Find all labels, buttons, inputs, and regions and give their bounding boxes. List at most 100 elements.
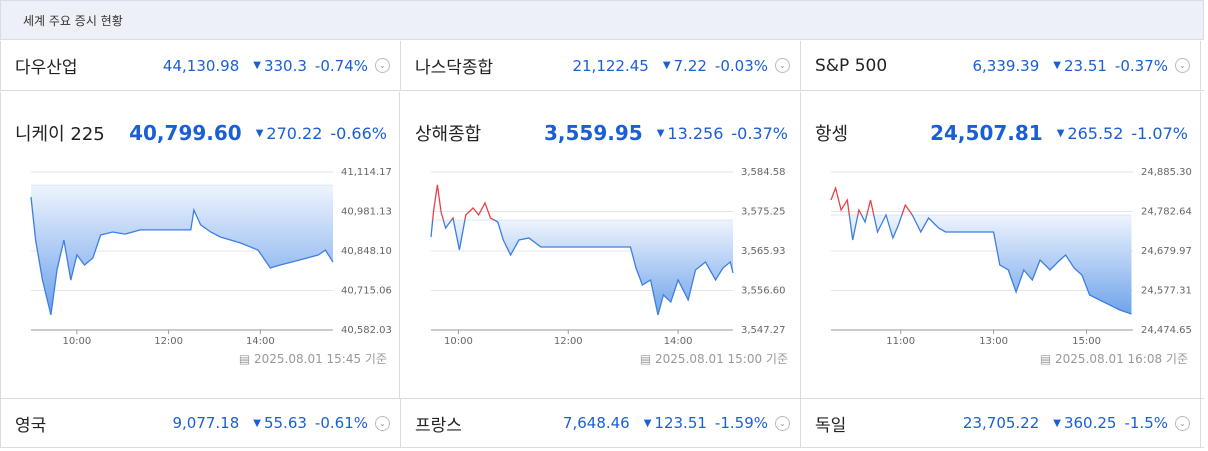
index-change-pct: -0.37%: [731, 123, 788, 143]
index-value: 23,705.22: [962, 414, 1040, 432]
price-line: [830, 185, 1132, 315]
y-tick-label: 40,981.13: [341, 207, 392, 218]
index-panel: 항셍 24,507.81 ▼ 265.52 -1.07% ▤ 2025.08.01 16:…: [801, 92, 1201, 398]
index-value: 6,339.39: [972, 56, 1040, 75]
y-tick-label: 40,848.10: [341, 246, 392, 257]
index-name: 니케이 225: [15, 124, 105, 145]
index-name: 프랑스: [415, 415, 462, 436]
update-time-text: 2025.08.01 15:00 기준: [655, 352, 788, 366]
index-change: 330.3: [263, 56, 307, 75]
y-tick-label: 41,114.17: [341, 167, 392, 178]
area: [431, 220, 733, 315]
top-row: 다우산업 44,130.98 ▼ 330.3 -0.74% ⌄ 나스닥종합 21,122.45…: [0, 41, 1204, 91]
y-tick-label: 24,782.64: [1141, 206, 1192, 217]
expand-button[interactable]: ⌄: [775, 415, 790, 431]
y-tick-label: 24,679.97: [1141, 246, 1192, 257]
index-change-pct: -0.66%: [330, 123, 387, 143]
panel-header: 니케이 225 40,799.60 ▼ 270.22 -0.66%: [15, 120, 387, 146]
chart: 3,547.27 3,556.60 3,565.93 3,575.25 3,584.58…: [430, 167, 786, 347]
index-name: 상해종합: [415, 124, 482, 145]
y-tick-label: 40,715.06: [341, 286, 392, 297]
index-change: 7.22: [673, 56, 707, 75]
y-tick-label: 24,474.65: [1141, 325, 1192, 336]
y-tick-label: 3,556.60: [741, 285, 786, 296]
index-name: 독일: [815, 415, 847, 436]
index-change-pct: -1.07%: [1131, 123, 1188, 143]
header: 세계 주요 증시 현황: [0, 0, 1204, 40]
index-quote: 40,799.60 ▼ 270.22 -0.66%: [129, 121, 387, 145]
calendar-icon: ▤: [238, 352, 254, 366]
y-tick-label: 3,547.27: [741, 325, 786, 336]
chart: 40,582.03 40,715.06 40,848.10 40,981.13 41,1…: [30, 167, 392, 347]
index-quote: 23,705.22 ▼ 360.25 -1.5% ⌄: [963, 414, 1190, 432]
down-arrow: ▼: [662, 60, 671, 71]
bottom-row: 영국 9,077.18 ▼ 55.63 -0.61% ⌄ 프랑스 7,648.46 ▼ 123.5…: [0, 398, 1204, 448]
index-change-pct: -0.61%: [314, 414, 368, 432]
index-cell: 독일 23,705.22 ▼ 360.25 -1.5% ⌄: [801, 399, 1201, 447]
area: [31, 185, 333, 315]
index-panel: 니케이 225 40,799.60 ▼ 270.22 -0.66% ▤ 2025.08.0…: [0, 92, 400, 398]
index-quote: 24,507.81 ▼ 265.52 -1.07%: [930, 121, 1188, 145]
down-arrow: ▼: [253, 60, 261, 71]
y-tick-label: 24,577.31: [1141, 286, 1192, 297]
index-quote: 7,648.46 ▼ 123.51 -1.59% ⌄: [563, 414, 790, 432]
calendar-icon: ▤: [639, 352, 655, 366]
y-tick-label: 24,885.30: [1141, 167, 1192, 178]
index-change-pct: -1.59%: [714, 414, 768, 432]
y-tick-label: 40,582.03: [341, 325, 392, 336]
x-tick-label: 14:00: [246, 336, 275, 347]
expand-button[interactable]: ⌄: [375, 58, 390, 73]
price-line: [430, 184, 734, 316]
down-arrow: ▼: [643, 417, 652, 429]
update-time-text: 2025.08.01 16:08 기준: [1055, 352, 1188, 366]
panel-header: 항셍 24,507.81 ▼ 265.52 -1.07%: [815, 120, 1188, 146]
x-tick-label: 12:00: [554, 336, 583, 347]
index-change: 270.22: [266, 123, 323, 143]
index-change: 55.63: [263, 414, 307, 432]
price-line: [30, 196, 334, 316]
index-panel: 상해종합 3,559.95 ▼ 13.256 -0.37% ▤ 2025.08.01 15…: [401, 92, 801, 398]
index-change: 13.256: [667, 123, 724, 143]
index-change-pct: -0.74%: [314, 56, 368, 75]
index-quote: 21,122.45 ▼ 7.22 -0.03% ⌄: [572, 57, 790, 75]
y-tick-label: 3,575.25: [741, 207, 786, 218]
index-cell: S&P 500 6,339.39 ▼ 23.51 -0.37% ⌄: [801, 41, 1201, 90]
index-change-pct: -1.5%: [1124, 414, 1168, 432]
panel-header: 상해종합 3,559.95 ▼ 13.256 -0.37%: [415, 120, 788, 146]
index-name: 항셍: [815, 124, 849, 145]
index-name: 영국: [15, 415, 47, 436]
index-value: 9,077.18: [172, 414, 240, 432]
expand-button[interactable]: ⌄: [775, 58, 790, 73]
index-name: 다우산업: [15, 58, 78, 78]
index-price: 40,799.60: [129, 121, 242, 145]
expand-button[interactable]: ⌄: [1175, 415, 1190, 431]
down-arrow: ▼: [253, 417, 261, 429]
index-value: 21,122.45: [572, 56, 649, 75]
index-value: 44,130.98: [162, 56, 240, 75]
header-title: 세계 주요 증시 현황: [23, 14, 123, 28]
update-time: ▤ 2025.08.01 15:45 기준: [239, 350, 387, 367]
index-quote: 44,130.98 ▼ 330.3 -0.74% ⌄: [163, 57, 390, 75]
x-tick-label: 14:00: [664, 336, 693, 347]
chart: 24,474.65 24,577.31 24,679.97 24,782.64 24,8…: [830, 167, 1192, 347]
update-time: ▤ 2025.08.01 16:08 기준: [1040, 350, 1188, 367]
expand-button[interactable]: ⌄: [375, 415, 390, 431]
x-tick-label: 10:00: [444, 336, 473, 347]
down-arrow: ▼: [1056, 127, 1065, 139]
index-cell: 다우산업 44,130.98 ▼ 330.3 -0.74% ⌄: [1, 41, 401, 90]
x-tick-label: 12:00: [154, 336, 183, 347]
index-change: 23.51: [1063, 56, 1107, 75]
index-cell: 나스닥종합 21,122.45 ▼ 7.22 -0.03% ⌄: [401, 41, 801, 90]
index-value: 7,648.46: [562, 414, 630, 432]
expand-button[interactable]: ⌄: [1175, 58, 1190, 73]
down-arrow: ▼: [1053, 60, 1061, 71]
index-cell: 프랑스 7,648.46 ▼ 123.51 -1.59% ⌄: [401, 399, 801, 447]
update-time-text: 2025.08.01 15:45 기준: [254, 352, 387, 366]
down-arrow: ▼: [255, 127, 264, 139]
index-name: 나스닥종합: [415, 58, 494, 78]
down-arrow: ▼: [1053, 417, 1061, 429]
index-price: 3,559.95: [544, 121, 643, 145]
x-tick-label: 10:00: [62, 336, 91, 347]
index-quote: 6,339.39 ▼ 23.51 -0.37% ⌄: [972, 57, 1190, 75]
